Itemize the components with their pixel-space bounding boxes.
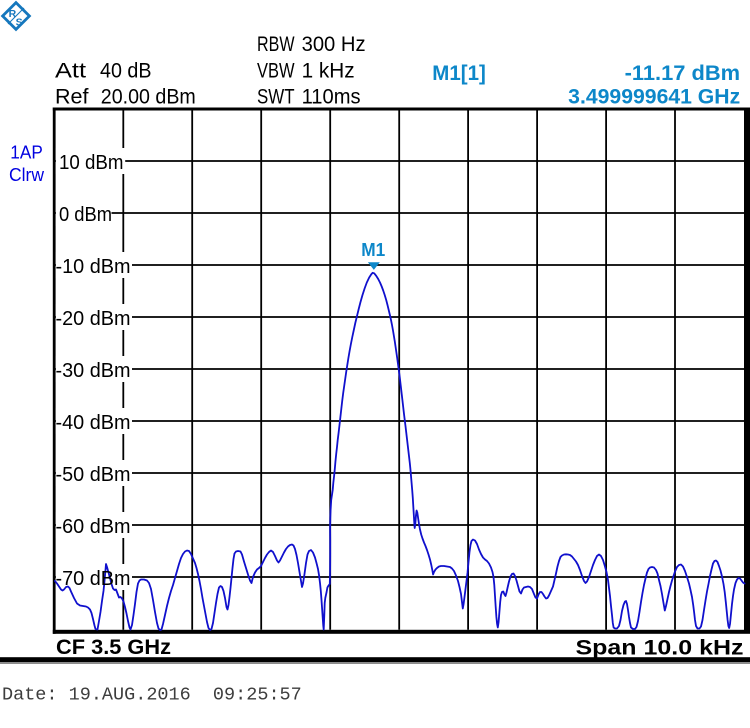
svg-text:-40 dBm: -40 dBm <box>56 412 131 434</box>
svg-text:0 dBm: 0 dBm <box>59 204 112 226</box>
svg-text:-50 dBm: -50 dBm <box>56 464 131 486</box>
svg-text:RBW: RBW <box>257 33 295 56</box>
svg-text:Ref: Ref <box>55 86 89 109</box>
svg-text:-30 dBm: -30 dBm <box>56 360 131 382</box>
svg-text:1AP: 1AP <box>10 143 43 163</box>
svg-text:VBW: VBW <box>257 60 295 83</box>
svg-text:110ms: 110ms <box>302 86 361 109</box>
svg-text:Span 10.0 kHz: Span 10.0 kHz <box>576 637 744 660</box>
svg-text:-11.17 dBm: -11.17 dBm <box>625 62 741 85</box>
svg-text:Date: 19.AUG.2016 09:25:57: Date: 19.AUG.2016 09:25:57 <box>2 685 302 706</box>
svg-text:300 Hz: 300 Hz <box>302 33 366 56</box>
svg-text:10 dBm: 10 dBm <box>59 152 124 174</box>
svg-text:20.00 dBm: 20.00 dBm <box>101 86 196 109</box>
svg-text:SWT: SWT <box>257 86 295 109</box>
svg-text:1 kHz: 1 kHz <box>302 60 355 83</box>
svg-text:-20 dBm: -20 dBm <box>56 308 131 330</box>
svg-text:S: S <box>16 16 23 28</box>
svg-text:Clrw: Clrw <box>9 165 45 185</box>
svg-text:40 dB: 40 dB <box>100 60 152 83</box>
svg-text:-60 dBm: -60 dBm <box>56 516 131 538</box>
svg-text:M1[1]: M1[1] <box>432 62 486 85</box>
svg-text:Att: Att <box>55 60 86 83</box>
svg-text:3.499999641 GHz: 3.499999641 GHz <box>568 86 740 109</box>
svg-text:-10 dBm: -10 dBm <box>56 256 131 278</box>
svg-text:M1: M1 <box>361 240 385 260</box>
svg-text:CF 3.5 GHz: CF 3.5 GHz <box>56 636 171 659</box>
svg-text:R: R <box>9 8 17 20</box>
svg-text:-70 dBm: -70 dBm <box>56 568 131 590</box>
